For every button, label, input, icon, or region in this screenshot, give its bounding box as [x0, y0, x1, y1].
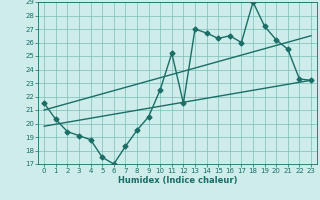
X-axis label: Humidex (Indice chaleur): Humidex (Indice chaleur) — [118, 176, 237, 185]
